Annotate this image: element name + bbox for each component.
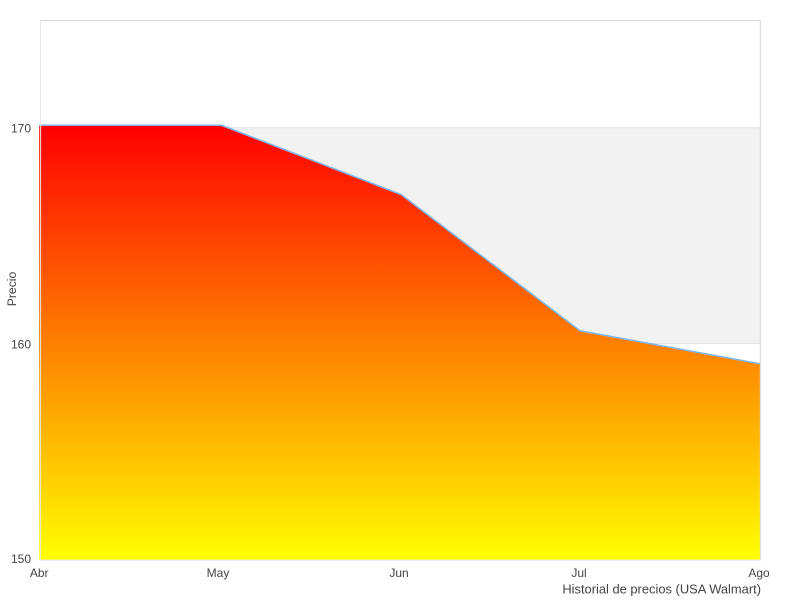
- svg-text:Jun: Jun: [389, 566, 408, 580]
- svg-text:Abr: Abr: [30, 566, 49, 580]
- svg-text:Ago: Ago: [748, 566, 770, 580]
- svg-text:Jul: Jul: [571, 566, 586, 580]
- svg-text:Precio: Precio: [5, 272, 19, 307]
- svg-text:May: May: [207, 566, 230, 580]
- svg-text:Historial de precios (USA Walm: Historial de precios (USA Walmart): [562, 582, 761, 597]
- svg-text:150: 150: [11, 552, 31, 566]
- svg-text:170: 170: [11, 122, 31, 136]
- svg-text:160: 160: [11, 338, 31, 352]
